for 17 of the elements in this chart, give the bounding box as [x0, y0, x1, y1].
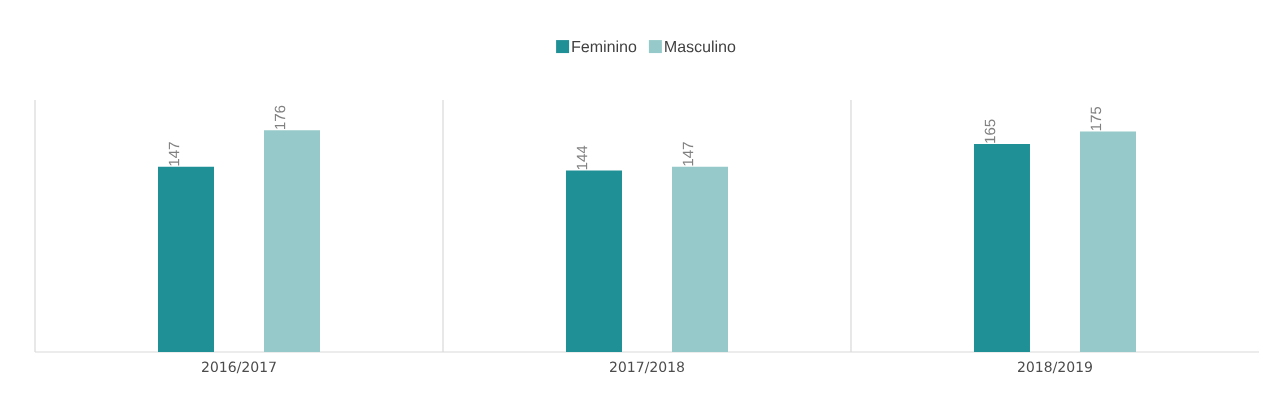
- data-label: 175: [1090, 106, 1102, 131]
- bar: [565, 170, 622, 352]
- legend-label: Feminino: [572, 40, 637, 53]
- bar: [973, 144, 1030, 352]
- x-tick-label: 2017/2018: [610, 361, 685, 374]
- bar: [672, 166, 728, 352]
- data-label: 147: [682, 142, 694, 166]
- x-tick-label: 2018/2019: [1018, 361, 1092, 374]
- data-label: 147: [168, 142, 180, 166]
- data-label: 165: [984, 119, 996, 143]
- bar: [158, 166, 214, 352]
- bar: [264, 130, 320, 352]
- legend-label: Masculino: [665, 40, 736, 53]
- x-tick-label: 2016/2017: [202, 361, 276, 374]
- bar: [1079, 131, 1136, 352]
- data-label: 144: [576, 145, 588, 170]
- data-label: 176: [274, 105, 286, 129]
